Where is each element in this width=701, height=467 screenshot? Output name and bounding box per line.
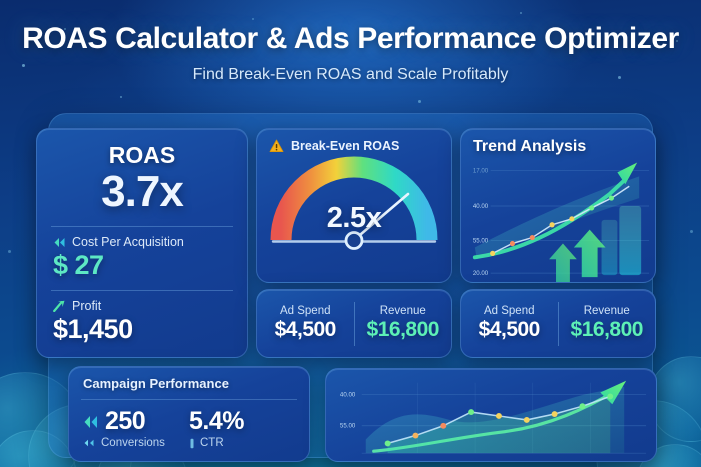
metric-label-text: Profit <box>72 299 102 313</box>
stat-value: $4,500 <box>274 318 337 341</box>
gauge-visual: 2.5x <box>257 154 451 257</box>
double-chevron-left-icon <box>83 415 99 429</box>
particle-dot <box>22 64 25 67</box>
stat-strip-row: Ad Spend $4,500 Revenue $16,800 <box>257 290 451 357</box>
stat-label: Revenue <box>583 305 630 317</box>
campaign-stat-value-row: 250 <box>83 407 189 436</box>
metric-profit[interactable]: Profit $1,450 <box>37 291 247 345</box>
gauge-header: Break-Even ROAS <box>257 129 451 153</box>
gauge-value: 2.5x <box>326 202 382 234</box>
stat-ad-spend[interactable]: Ad Spend $4,500 <box>257 305 354 342</box>
page-title: ROAS Calculator & Ads Performance Optimi… <box>22 22 679 55</box>
stat-label: Ad Spend <box>483 305 535 317</box>
gauge-title: Break-Even ROAS <box>291 139 400 153</box>
page-subtitle: Find Break-Even ROAS and Scale Profitabl… <box>192 66 509 83</box>
stat-revenue[interactable]: Revenue $16,800 <box>559 305 656 342</box>
campaign-stat-label-row: Conversions <box>83 437 189 449</box>
particle-dot <box>618 76 621 79</box>
metric-label-row: Profit <box>53 299 231 313</box>
particle-dot <box>8 250 11 253</box>
particle-dot <box>252 18 254 20</box>
stat-label: Ad Spend <box>279 305 331 317</box>
metric-value-cpa: $ 27 <box>53 250 104 280</box>
trend-ytick-3: 20.00 <box>473 270 489 277</box>
metric-cost-per-acquisition[interactable]: Cost Per Acquisition $ 27 <box>37 227 247 281</box>
campaign-stat-label: CTR <box>200 437 224 449</box>
page-header: ROAS Calculator & Ads Performance Optimi… <box>0 0 701 84</box>
trend-analysis-card[interactable]: 17.00 40.00 55.00 20.00 Trend Analysis <box>460 128 656 283</box>
performance-trend-chart: 40.00 55.00 <box>326 369 656 461</box>
chart2-ytick-0: 40.00 <box>340 391 356 398</box>
trend-up-arrow-icon <box>53 300 66 312</box>
warning-triangle-icon <box>269 139 284 153</box>
double-chevron-left-icon <box>53 237 66 248</box>
particle-dot <box>676 40 678 42</box>
campaign-stats-row: 250 Conversions 5.4% <box>69 400 309 449</box>
campaign-stat-ctr[interactable]: 5.4% CTR <box>189 407 295 449</box>
metric-value-profit: $1,450 <box>53 314 133 344</box>
divider <box>51 226 233 227</box>
roas-card-title: ROAS <box>108 142 176 168</box>
divider <box>51 290 233 291</box>
campaign-stat-conversions[interactable]: 250 Conversions <box>83 407 189 449</box>
chart2-ytick-1: 55.00 <box>340 423 356 430</box>
bar-icon <box>189 438 195 449</box>
particle-dot <box>418 100 421 103</box>
stat-value: $4,500 <box>478 318 541 341</box>
stat-label: Revenue <box>379 305 426 317</box>
right-stat-strip[interactable]: Ad Spend $4,500 Revenue $16,800 <box>460 289 656 358</box>
metric-label-row: Cost Per Acquisition <box>53 235 231 249</box>
stat-value: $16,800 <box>366 318 440 341</box>
particle-dot <box>64 28 66 30</box>
trend-ytick-1: 40.00 <box>473 203 489 210</box>
particle-dot <box>120 96 122 98</box>
center-stat-strip[interactable]: Ad Spend $4,500 Revenue $16,800 <box>256 289 452 358</box>
break-even-gauge-card[interactable]: Break-Even ROAS 2.5x <box>256 128 452 283</box>
trend-chart: 17.00 40.00 55.00 20.00 <box>461 129 655 282</box>
stat-value: $16,800 <box>570 318 644 341</box>
performance-trend-chart-card[interactable]: 40.00 55.00 <box>325 368 657 462</box>
campaign-card-title: Campaign Performance <box>83 376 229 391</box>
stat-ad-spend[interactable]: Ad Spend $4,500 <box>461 305 558 342</box>
trend-ytick-0: 17.00 <box>473 167 489 174</box>
stat-revenue[interactable]: Revenue $16,800 <box>355 305 452 342</box>
trend-card-title: Trend Analysis <box>473 138 587 155</box>
campaign-stat-label-row: CTR <box>189 437 295 449</box>
particle-dot <box>520 12 522 14</box>
campaign-performance-card[interactable]: Campaign Performance 250 <box>68 366 310 462</box>
roas-card[interactable]: ROAS 3.7x Cost Per Acquisition $ 27 Prof… <box>36 128 248 358</box>
campaign-stat-value-row: 5.4% <box>189 407 295 436</box>
particle-dot <box>690 230 693 233</box>
double-chevron-left-small-icon <box>83 439 96 447</box>
divider <box>557 301 559 346</box>
campaign-stat-value: 250 <box>105 407 146 435</box>
metric-label-text: Cost Per Acquisition <box>72 235 184 249</box>
trend-ytick-2: 55.00 <box>473 238 489 245</box>
divider <box>81 399 297 400</box>
campaign-stat-label: Conversions <box>101 437 165 449</box>
roas-value: 3.7x <box>101 167 184 216</box>
stat-strip-row: Ad Spend $4,500 Revenue $16,800 <box>461 290 655 357</box>
campaign-stat-value: 5.4% <box>189 407 244 435</box>
divider <box>353 301 355 346</box>
